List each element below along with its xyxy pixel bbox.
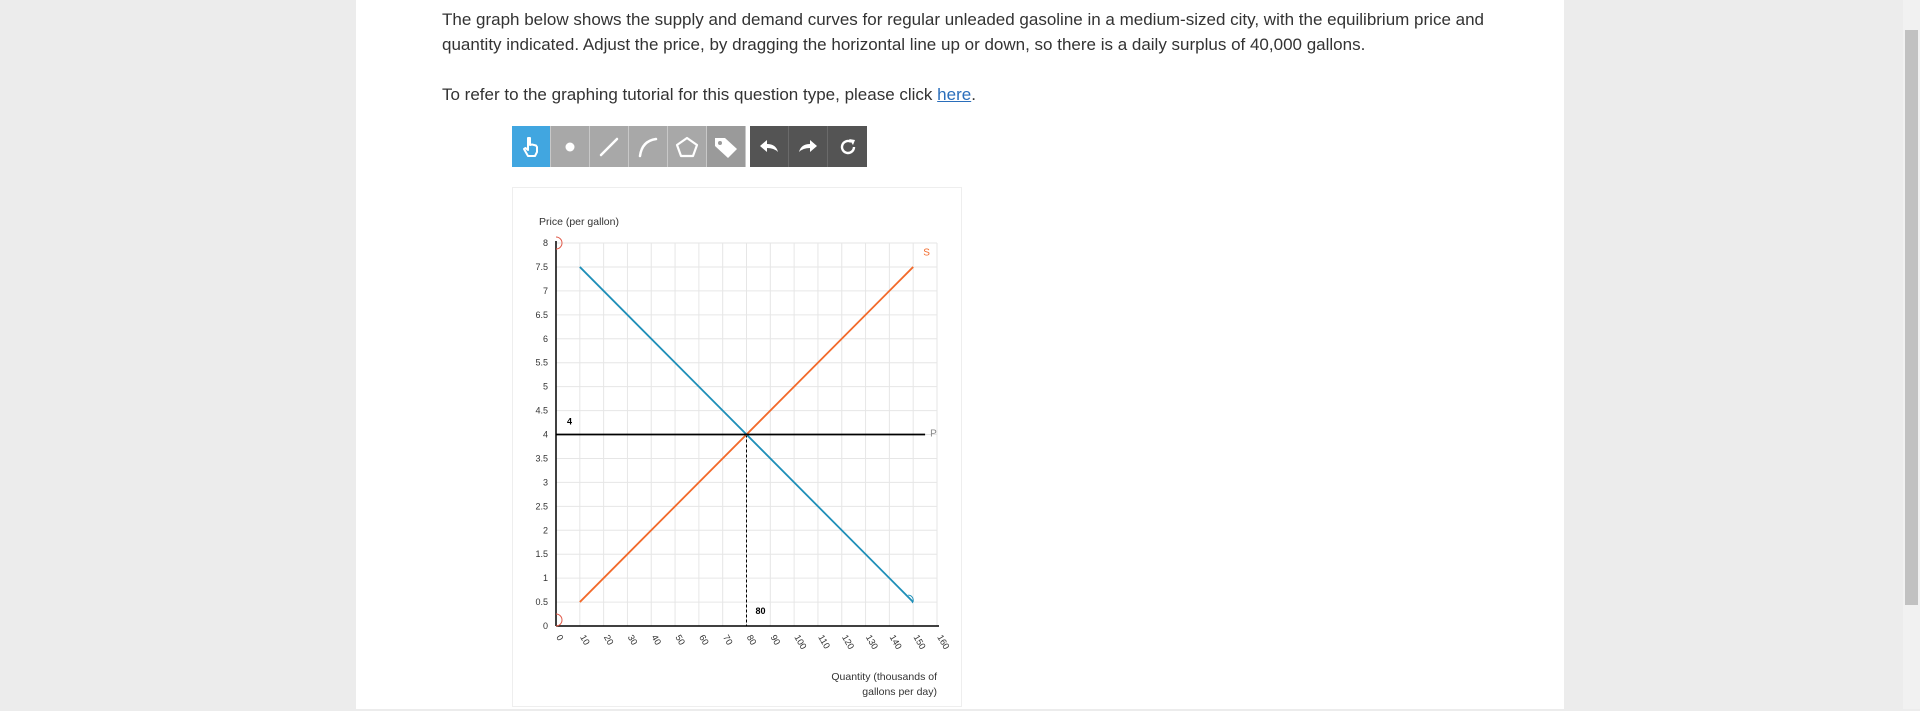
x-tick-label: 20 (602, 633, 616, 647)
y-tick-label: 4.5 (535, 406, 548, 416)
tutorial-link[interactable]: here (937, 85, 972, 104)
x-tick-label: 80 (745, 633, 759, 647)
redo-button[interactable] (789, 126, 828, 167)
point-icon (565, 142, 575, 151)
y-tick-label: 8 (543, 238, 548, 248)
equilibrium-price-label: 4 (567, 417, 572, 427)
x-tick-label: 120 (840, 633, 856, 651)
y-tick-label: 3.5 (535, 453, 548, 463)
y-tick-label: 7.5 (535, 262, 548, 272)
undo-button[interactable] (750, 126, 789, 167)
x-tick-label: 160 (935, 633, 951, 651)
hand-pointer-icon (523, 136, 538, 157)
x-tick-label: 40 (650, 633, 664, 647)
x-tick-label: 0 (554, 633, 565, 642)
x-axis-label-line2: gallons per day) (862, 686, 937, 698)
y-axis-label: Price (per gallon) (539, 216, 619, 228)
x-axis-label-line1: Quantity (thousands of (831, 671, 937, 683)
reset-button[interactable] (828, 126, 867, 167)
price-line-label: P (930, 429, 937, 440)
x-tick-label: 150 (911, 633, 927, 651)
y-tick-label: 2.5 (535, 501, 548, 511)
select-tool-button[interactable] (512, 126, 551, 167)
y-axis-handle[interactable] (555, 236, 563, 250)
x-tick-label: 110 (816, 633, 832, 650)
label-tool-button[interactable] (707, 126, 746, 167)
y-tick-label: 3 (543, 477, 548, 487)
x-tick-label: 60 (697, 633, 711, 647)
y-tick-label: 5 (543, 382, 548, 392)
y-tick-label: 2 (543, 525, 548, 535)
x-tick-label: 30 (626, 633, 640, 647)
x-tick-label: 100 (792, 633, 808, 651)
x-axis-handle[interactable] (555, 613, 563, 627)
curve-tool-button[interactable] (629, 126, 668, 167)
scrollbar[interactable] (1903, 0, 1920, 709)
y-tick-label: 5.5 (535, 358, 548, 368)
x-tick-label: 70 (721, 633, 735, 647)
tutorial-prefix: To refer to the graphing tutorial for th… (442, 85, 938, 104)
graph-container: 0 0.5 1 1.5 2 2.5 3 3.5 4 4.5 5 5.5 6 6.5 7 7.5 8 0 10 20 30… (512, 187, 962, 707)
x-tick-label: 130 (864, 633, 880, 651)
tutorial-text: To refer to the graphing tutorial for th… (442, 82, 976, 107)
y-tick-label: 0.5 (535, 597, 548, 607)
question-text: The graph below shows the supply and dem… (442, 10, 1484, 54)
refresh-icon (840, 138, 855, 154)
x-tick-label: 140 (888, 633, 904, 651)
y-tick-label: 7 (543, 286, 548, 296)
x-tick-label: 50 (673, 633, 687, 647)
y-tick-label: 1 (543, 573, 548, 583)
polygon-tool-button[interactable] (668, 126, 707, 167)
x-tick-label: 10 (578, 633, 592, 647)
demand-curve-label (908, 594, 914, 604)
x-tick-label: 90 (769, 633, 783, 647)
redo-icon (799, 139, 817, 152)
curve-icon (638, 137, 658, 157)
graph-toolbar (512, 126, 867, 167)
point-tool-button[interactable] (551, 126, 590, 167)
tutorial-suffix: . (971, 85, 976, 104)
undo-icon (760, 139, 778, 152)
tag-icon (715, 137, 737, 158)
line-tool-button[interactable] (590, 126, 629, 167)
scrollbar-thumb[interactable] (1905, 30, 1918, 605)
y-tick-label: 0 (543, 621, 548, 631)
y-tick-label: 4 (543, 430, 548, 440)
y-tick-label: 6.5 (535, 310, 548, 320)
supply-curve-label: S (923, 248, 930, 259)
equilibrium-quantity-label: 80 (756, 606, 766, 616)
line-icon (599, 137, 619, 156)
pentagon-icon (675, 136, 699, 157)
supply-demand-chart[interactable]: 00.511.522.533.544.555.566.577.580 10 20 30… (513, 188, 961, 706)
y-tick-label: 6 (543, 334, 548, 344)
y-tick-label: 1.5 (535, 549, 548, 559)
